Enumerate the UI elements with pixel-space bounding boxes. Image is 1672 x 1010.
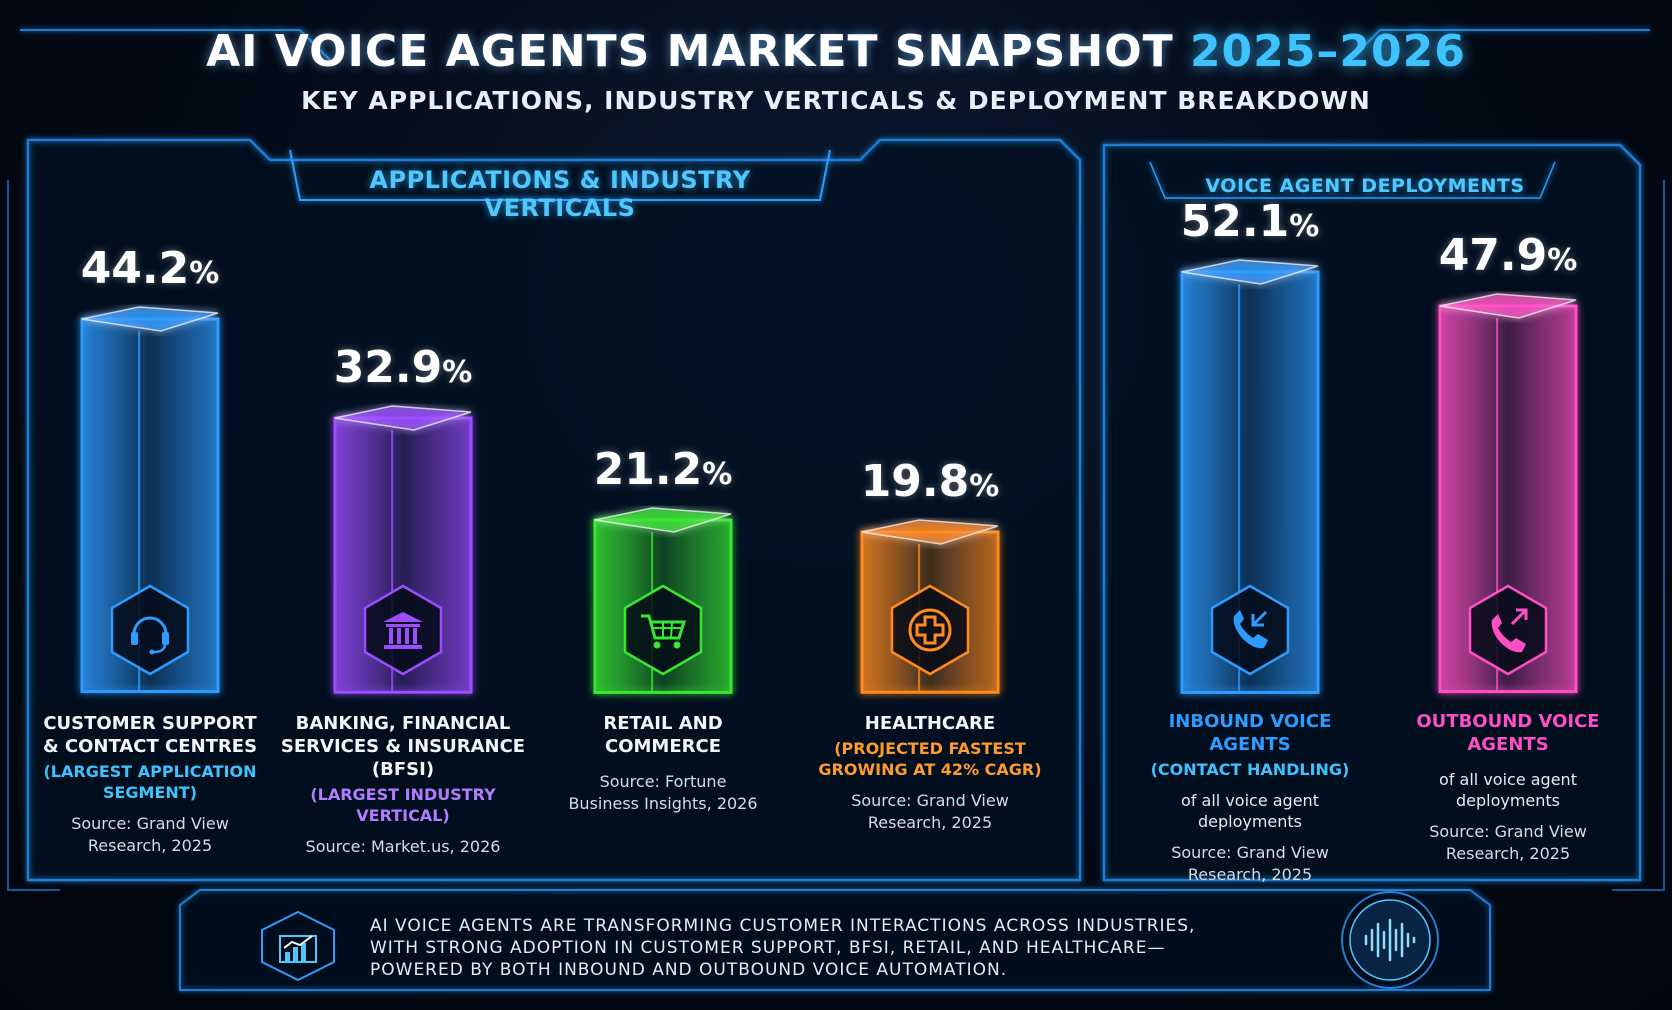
category-label-line: SERVICES & INSURANCE [280, 736, 526, 757]
category-label: INBOUND VOICE AGENTS [1125, 710, 1375, 756]
source-label: Source: Grand View Research, 2025 [805, 790, 1055, 834]
category-note-line: (PROJECTED FASTEST [834, 739, 1026, 758]
left-panel-title: APPLICATIONS & INDUSTRY VERTICALS [369, 166, 751, 222]
category-label-line: HEALTHCARE [864, 713, 996, 734]
source-label-line: Source: Grand View [1429, 822, 1587, 841]
sound-wave-icon [1341, 891, 1439, 989]
value-unit: % [442, 354, 473, 390]
category-description-line: of all voice agent [1181, 791, 1319, 810]
category-note-line: GROWING AT 42% CAGR) [818, 760, 1042, 779]
source-label: Source: Grand View Research, 2025 [1383, 821, 1633, 865]
category-note: (CONTACT HANDLING) [1125, 759, 1375, 780]
category-note-line: (LARGEST APPLICATION [43, 762, 257, 781]
category-label: RETAIL AND COMMERCE [538, 712, 788, 758]
category-label-line: RETAIL AND [603, 713, 723, 734]
category-label-line: COMMERCE [605, 736, 721, 757]
value-label: 19.8% [820, 456, 1040, 507]
value-label: 21.2% [553, 444, 773, 495]
value-number: 47.9 [1438, 230, 1548, 282]
value-label: 44.2% [40, 243, 260, 294]
category-note-line: VERTICAL) [356, 806, 450, 825]
source-label-line: Source: Grand View [1171, 843, 1329, 862]
source-label-line: Business Insights, 2026 [568, 794, 758, 813]
category-label-line: BANKING, FINANCIAL [295, 713, 511, 734]
value-label: 32.9% [293, 342, 513, 393]
category-label-line: OUTBOUND VOICE [1416, 711, 1600, 732]
category-note-line: (LARGEST INDUSTRY [310, 785, 496, 804]
growth-chart-icon [261, 910, 335, 982]
source-label-line: Source: Grand View [851, 791, 1009, 810]
source-label-line: Source: Fortune [599, 772, 727, 791]
category-label-line: INBOUND VOICE [1168, 711, 1332, 732]
page-title: AI VOICE AGENTS MARKET SNAPSHOT 2025–202… [206, 26, 1466, 77]
category-label-line: & CONTACT CENTRES [42, 736, 258, 757]
left-panel-frame [26, 138, 1082, 882]
category-label-line: AGENTS [1209, 734, 1291, 755]
source-label: Source: Fortune Business Insights, 2026 [538, 771, 788, 815]
right-panel-title: VOICE AGENT DEPLOYMENTS [1205, 175, 1525, 197]
category-note-line: (CONTACT HANDLING) [1150, 760, 1350, 779]
value-number: 52.1 [1180, 195, 1290, 247]
category-note: (LARGEST APPLICATION SEGMENT) [25, 761, 275, 803]
source-label: Source: Market.us, 2026 [278, 836, 528, 858]
category-label: CUSTOMER SUPPORT & CONTACT CENTRES [25, 712, 275, 758]
headset-icon [110, 584, 190, 676]
footer-text: AI VOICE AGENTS ARE TRANSFORMING CUSTOME… [370, 916, 1196, 980]
category-description: of all voice agent deployments [1383, 769, 1633, 811]
page-subtitle: KEY APPLICATIONS, INDUSTRY VERTICALS & D… [301, 86, 1371, 115]
source-label-line: Research, 2025 [1187, 865, 1313, 884]
value-label: 52.1% [1140, 196, 1360, 247]
value-number: 19.8 [860, 455, 970, 507]
value-unit: % [189, 256, 220, 292]
category-note: (PROJECTED FASTEST GROWING AT 42% CAGR) [805, 738, 1055, 780]
category-description-line: of all voice agent [1439, 770, 1577, 789]
source-label-line: Source: Grand View [71, 814, 229, 833]
category-note-line: SEGMENT) [102, 783, 198, 802]
category-label: BANKING, FINANCIAL SERVICES & INSURANCE (B… [278, 712, 528, 781]
source-label-line: Research, 2025 [867, 813, 993, 832]
category-label-line: (BFSI) [371, 759, 435, 780]
category-label: OUTBOUND VOICE AGENTS [1383, 710, 1633, 756]
bank-icon [363, 584, 443, 676]
category-label: HEALTHCARE [805, 712, 1055, 735]
source-label-line: Research, 2025 [87, 836, 213, 855]
category-description-line: deployments [1197, 812, 1303, 831]
phone-inbound-icon [1210, 584, 1290, 676]
value-number: 32.9 [333, 341, 443, 393]
category-description: of all voice agent deployments [1125, 790, 1375, 832]
source-label: Source: Grand View Research, 2025 [25, 813, 275, 857]
value-number: 21.2 [593, 443, 703, 495]
value-unit: % [1289, 208, 1320, 244]
shopping-cart-icon [623, 584, 703, 676]
category-label-line: CUSTOMER SUPPORT [43, 713, 257, 734]
value-unit: % [1547, 243, 1578, 279]
footer-frame [179, 889, 1491, 991]
source-label-line: Research, 2025 [1445, 844, 1571, 863]
source-label-line: Source: Market.us, 2026 [305, 837, 501, 856]
category-description-line: deployments [1455, 791, 1561, 810]
value-label: 47.9% [1398, 230, 1618, 281]
value-unit: % [969, 468, 1000, 504]
value-number: 44.2 [80, 243, 190, 295]
category-note: (LARGEST INDUSTRY VERTICAL) [278, 784, 528, 826]
value-unit: % [702, 456, 733, 492]
category-label-line: AGENTS [1467, 734, 1549, 755]
phone-outbound-icon [1468, 584, 1548, 676]
source-label: Source: Grand View Research, 2025 [1125, 842, 1375, 886]
medical-cross-icon [890, 584, 970, 676]
